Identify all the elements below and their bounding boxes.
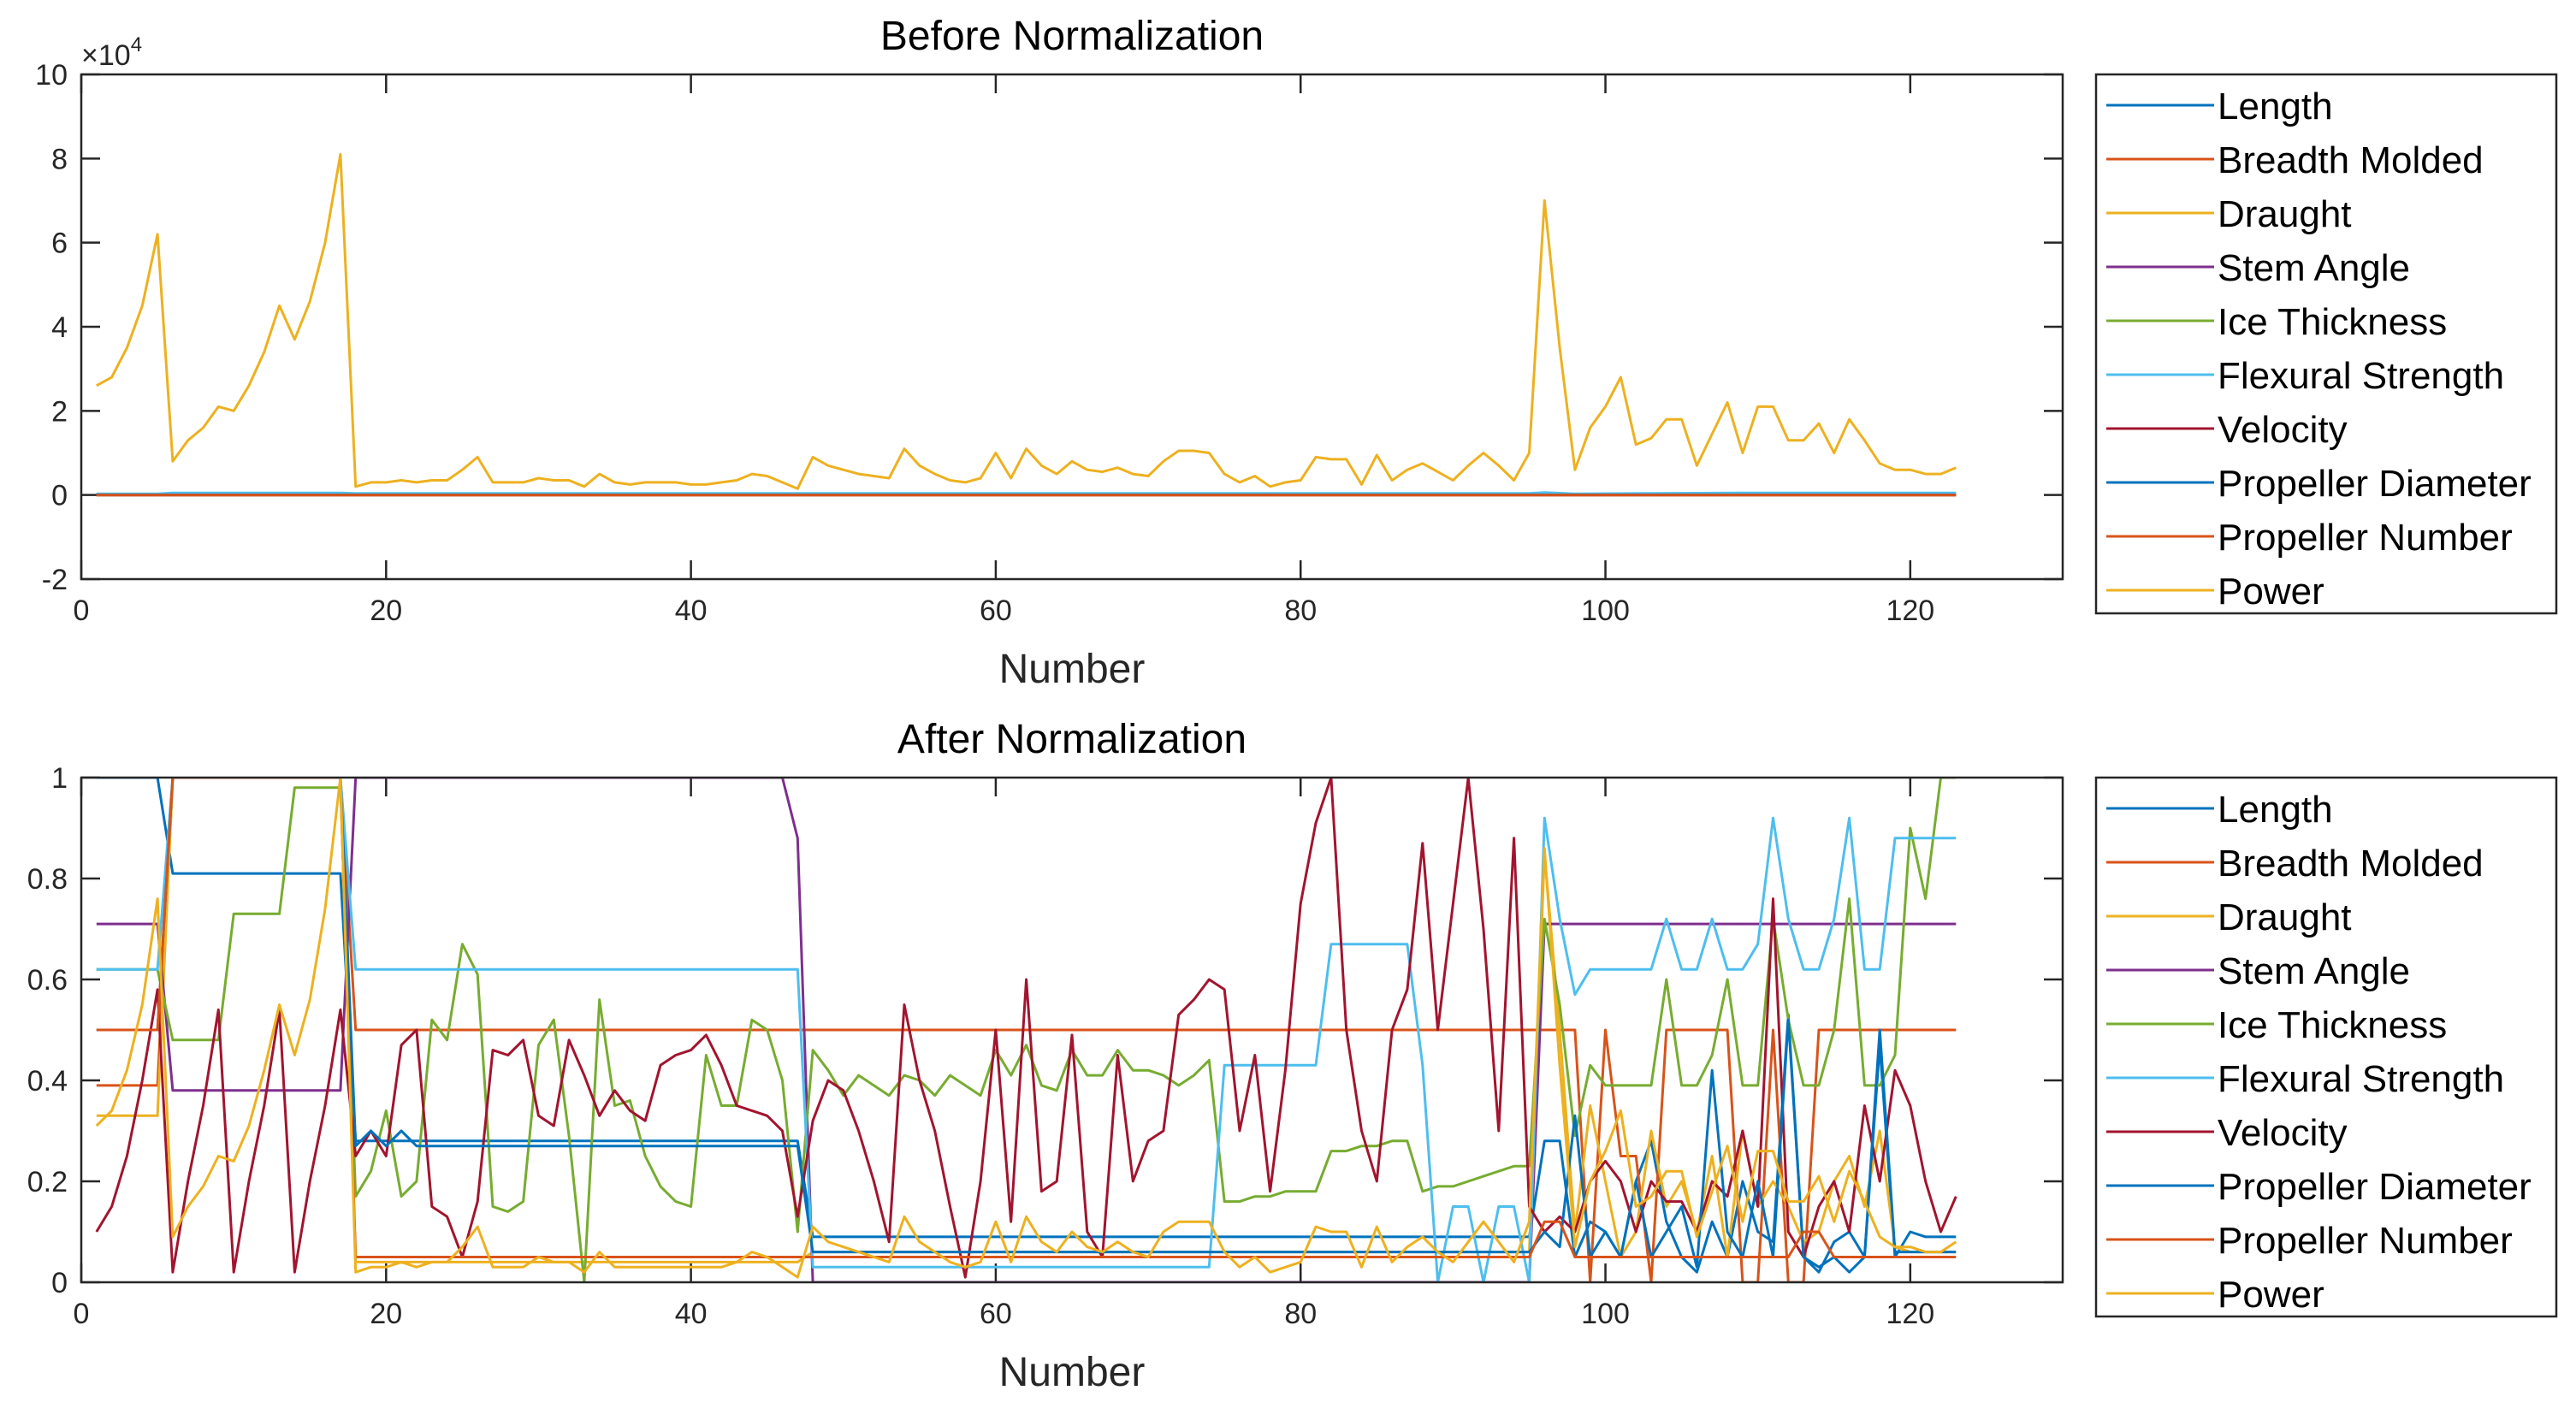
legend-entry: Stem Angle (2218, 247, 2410, 289)
x-tick-label: 80 (1284, 1298, 1317, 1330)
x-tick-labels: 0 20 40 60 80 100 120 (74, 1298, 1935, 1330)
legend-entry: Stem Angle (2218, 950, 2410, 992)
y-tick-label: 0.8 (27, 863, 68, 896)
legend-entry: Power (2218, 571, 2324, 612)
x-tick-label: 100 (1581, 595, 1630, 627)
x-tick-label: 120 (1886, 1298, 1934, 1330)
legend-entry: Length (2218, 789, 2333, 831)
legend-entry: Propeller Diameter (2218, 463, 2532, 505)
series-line-velocity (95, 778, 1957, 1279)
y-tick-label: 0.6 (27, 964, 68, 997)
y-tick-label: 6 (51, 228, 68, 260)
after-normalization-panel: After Normalization 0 20 40 60 80 100 120 0 0.2… (27, 717, 2558, 1395)
x-tick-label: 60 (980, 595, 1012, 627)
x-tick-label: 40 (675, 1298, 708, 1330)
x-tick-label: 0 (74, 1298, 90, 1330)
x-tick-labels: 0 20 40 60 80 100 120 (74, 595, 1935, 627)
y-tick-labels: -2 0 2 4 6 8 10 (35, 59, 68, 596)
panel-title: Before Normalization (880, 14, 1264, 59)
y-tick-label: 10 (35, 59, 68, 92)
series-line-power (96, 152, 1957, 490)
legend: Length Breadth Molded Draught Stem Angle Ice… (2094, 776, 2558, 1318)
legend-entry: Flexural Strength (2218, 355, 2504, 397)
x-tick-label: 20 (370, 1298, 402, 1330)
y-tick-label: -2 (42, 564, 68, 596)
y-tick-label: 0 (51, 480, 68, 512)
axes-box (80, 73, 2064, 581)
x-tick-label: 80 (1284, 595, 1317, 627)
before-normalization-panel: Before Normalization ×104 0 20 40 60 80 100 12… (35, 14, 2558, 692)
x-axis-label: Number (999, 647, 1146, 692)
legend-entry: Draught (2218, 896, 2352, 938)
x-tick-label: 0 (74, 595, 90, 627)
legend-entry: Power (2218, 1274, 2324, 1316)
y-tick-label: 0 (51, 1267, 68, 1299)
legend-entry: Velocity (2218, 1112, 2348, 1154)
legend-entry: Velocity (2218, 409, 2348, 451)
legend-entry: Ice Thickness (2218, 1004, 2447, 1046)
y-tick-label: 8 (51, 143, 68, 175)
legend-entry: Ice Thickness (2218, 301, 2447, 343)
series-line-propeller-number (96, 778, 1957, 1258)
x-axis-label: Number (999, 1350, 1146, 1395)
x-tick-label: 20 (370, 595, 402, 627)
x-tick-label: 40 (675, 595, 708, 627)
x-tick-label: 60 (980, 1298, 1012, 1330)
legend-box (2094, 73, 2558, 615)
legend: Length Breadth Molded Draught Stem Angle Ice… (2094, 73, 2558, 615)
legend-entry: Draught (2218, 193, 2352, 235)
x-tick-label: 100 (1581, 1298, 1630, 1330)
y-scale-exponent: ×104 (81, 33, 142, 72)
legend-entry: Propeller Number (2218, 517, 2513, 559)
x-tick-label: 120 (1886, 595, 1934, 627)
legend-box (2094, 776, 2558, 1318)
y-tick-label: 2 (51, 395, 68, 428)
y-tick-label: 0.4 (27, 1065, 68, 1097)
y-tick-label: 1 (51, 762, 68, 795)
legend-entry: Propeller Diameter (2218, 1166, 2532, 1208)
series-line-flexural-strength (96, 778, 1957, 1282)
series-line-ice-thickness (96, 778, 1957, 1282)
series-lines (95, 778, 1957, 1282)
series-lines (96, 152, 1957, 497)
legend-entry: Breadth Molded (2218, 843, 2484, 884)
panel-title: After Normalization (897, 717, 1247, 762)
series-line-flexural-strength (96, 491, 1957, 495)
legend-entry: Breadth Molded (2218, 139, 2484, 181)
legend-entry: Length (2218, 86, 2333, 127)
y-tick-labels: 0 0.2 0.4 0.6 0.8 1 (27, 762, 68, 1299)
axes-box (80, 776, 2064, 1284)
series-line-power (95, 778, 1957, 1279)
series-line-propeller-diameter (96, 778, 1957, 1274)
legend-entry: Flexural Strength (2218, 1058, 2504, 1100)
y-tick-label: 4 (51, 311, 68, 344)
y-tick-label: 0.2 (27, 1166, 68, 1198)
legend-entry: Propeller Number (2218, 1220, 2513, 1262)
